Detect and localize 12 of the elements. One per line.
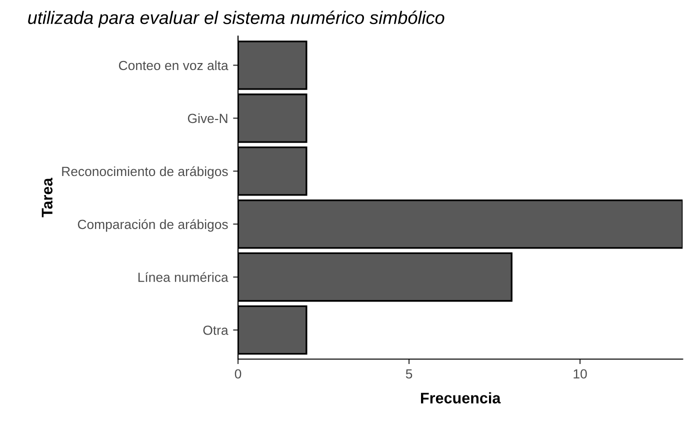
y-axis-title: Tarea: [42, 178, 53, 218]
x-tick-label: 10: [574, 369, 587, 379]
chart-title: utilizada para evaluar el sistema numérico simbólico: [28, 10, 444, 28]
x-tick-label: 0: [234, 369, 242, 379]
x-axis-title: Frecuencia: [421, 392, 501, 404]
x-tick-label: 5: [406, 369, 412, 379]
y-tick-label: Comparación de arábigos: [78, 219, 228, 232]
y-tick-label: Reconocimiento de arábigos: [62, 166, 228, 179]
y-tick-label: Línea numérica: [138, 272, 228, 282]
y-tick-label: Conteo en voz alta: [118, 60, 228, 70]
y-tick-label: Otra: [203, 326, 228, 335]
y-tick-label: Give-N: [188, 113, 228, 124]
